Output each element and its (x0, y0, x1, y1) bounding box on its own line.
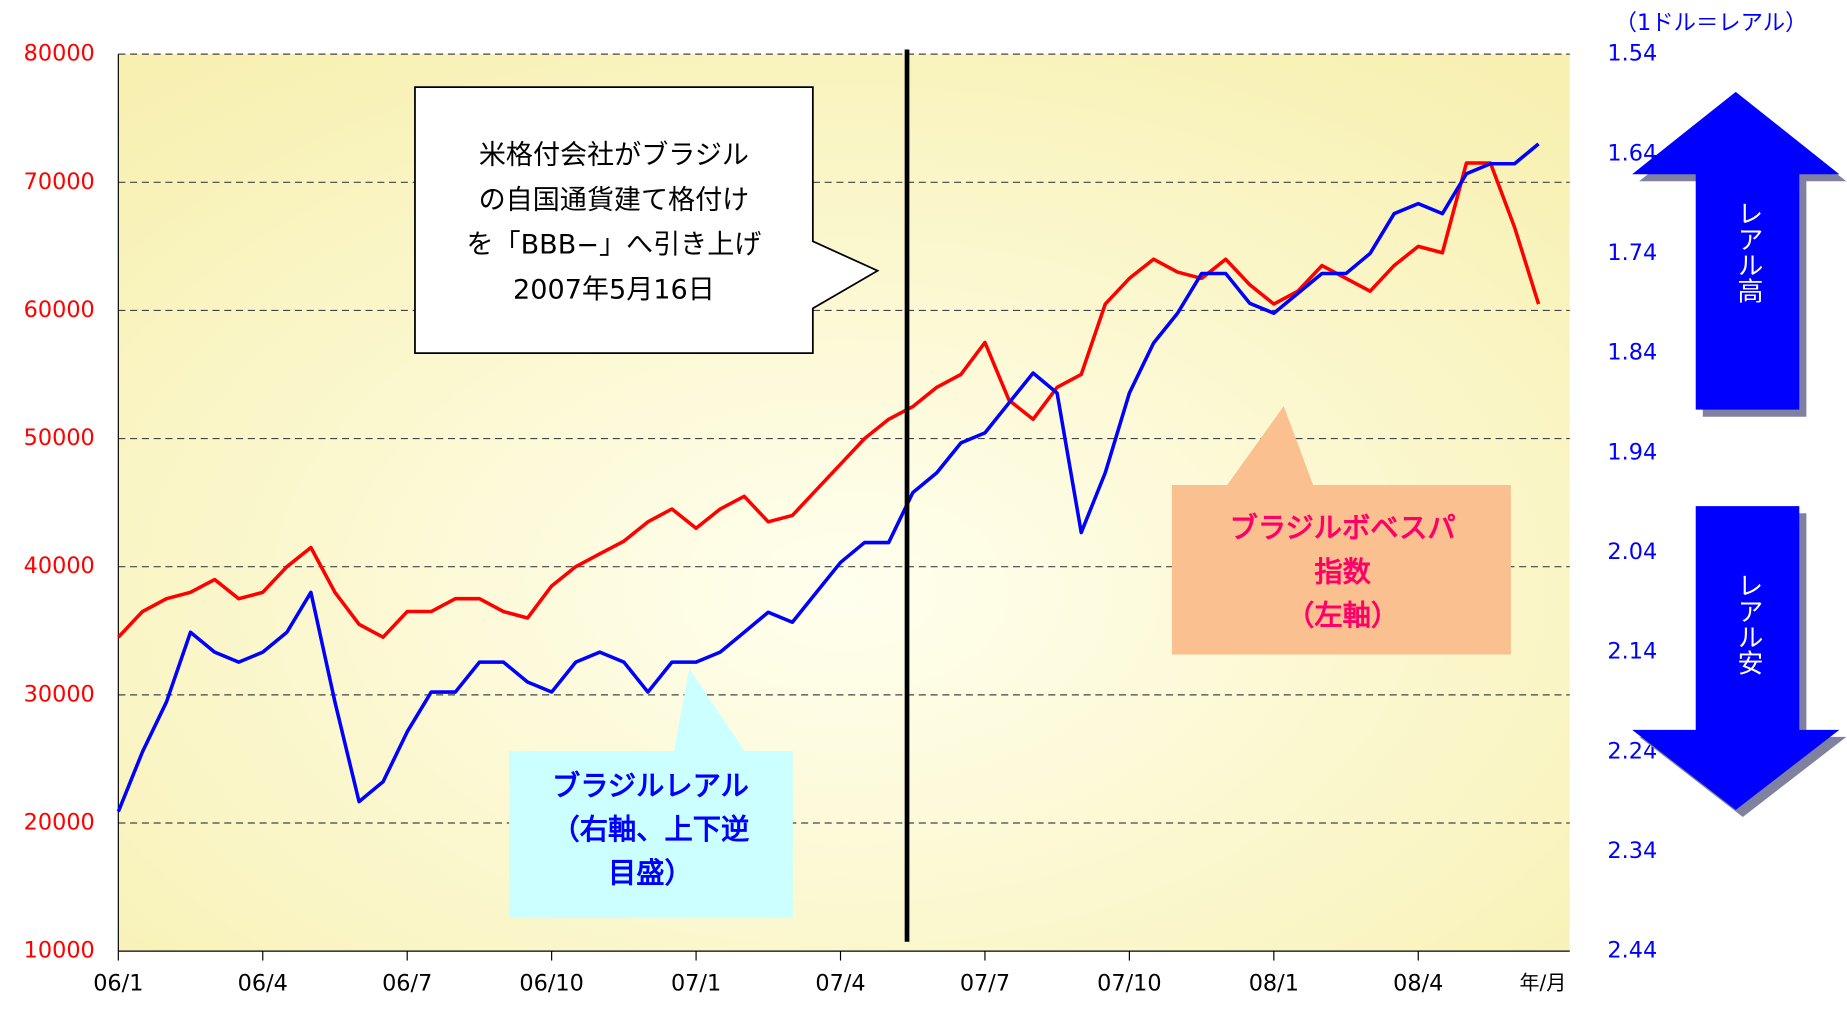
x-unit-label: 年/月 (1519, 971, 1566, 995)
arrow-up-label: レアル高 (1733, 200, 1763, 304)
callout-text: 2007年5月16日 (513, 274, 715, 305)
y2-tick-label: 2.14 (1607, 639, 1657, 665)
x-tick-label: 08/1 (1249, 971, 1299, 997)
series-label: 目盛） (608, 857, 693, 890)
y2-tick-label: 1.54 (1607, 41, 1657, 67)
callout-box (414, 86, 880, 355)
series-label: （左軸） (1286, 599, 1399, 632)
y-tick-label: 10000 (24, 938, 95, 964)
x-tick-label: 07/7 (960, 971, 1010, 997)
y2-tick-label: 1.94 (1607, 439, 1657, 465)
y2-tick-label: 1.84 (1607, 340, 1657, 366)
callout-text: を「BBB−」へ引き上げ (466, 230, 761, 261)
x-tick-label: 06/7 (382, 971, 432, 997)
y-tick-label: 60000 (24, 297, 95, 323)
x-tick-label: 07/10 (1097, 971, 1161, 997)
lines (116, 142, 1541, 813)
arrow-up (1632, 91, 1840, 410)
callout-text: 米格付会社がブラジル (479, 140, 749, 171)
x-tick-label: 06/10 (519, 971, 583, 997)
grid: 10000 20000 30000 40000 50000 60000 70000 80000… (24, 41, 1658, 997)
y-tick-label: 80000 (24, 41, 95, 67)
real-label-box (509, 668, 793, 919)
arrow-down-label: レアル安 (1733, 572, 1763, 676)
x-tick-label: 07/4 (815, 971, 865, 997)
series-line (116, 142, 1540, 813)
x-tick-label: 07/1 (671, 971, 721, 997)
x-tick-label: 08/4 (1393, 971, 1443, 997)
y-tick-label: 20000 (24, 810, 95, 836)
y2-tick-label: 2.04 (1607, 539, 1657, 565)
series-label: 指数 (1314, 555, 1371, 588)
y-tick-label: 40000 (24, 553, 95, 579)
x-tick-label: 06/1 (93, 971, 143, 997)
arrow-down (1632, 506, 1840, 810)
x-tick-label: 06/4 (238, 971, 288, 997)
bovespa-label-box (1171, 406, 1511, 655)
series-label: ブラジルボベスパ (1230, 512, 1456, 545)
y2-tick-label: 2.44 (1607, 938, 1657, 964)
y2-tick-label: 1.74 (1607, 240, 1657, 266)
series-label: （右軸、上下逆 (552, 813, 750, 846)
y-tick-label: 30000 (24, 681, 95, 707)
callout-text: の自国通貨建て格付け (479, 185, 750, 216)
y-tick-label: 50000 (24, 425, 95, 451)
series-line (117, 161, 1541, 639)
y2-tick-label: 2.34 (1607, 838, 1657, 864)
y2-unit-label: （1ドル＝レアル） (1615, 10, 1808, 36)
series-label: ブラジルレアル (552, 770, 749, 803)
y-tick-label: 70000 (24, 169, 95, 195)
